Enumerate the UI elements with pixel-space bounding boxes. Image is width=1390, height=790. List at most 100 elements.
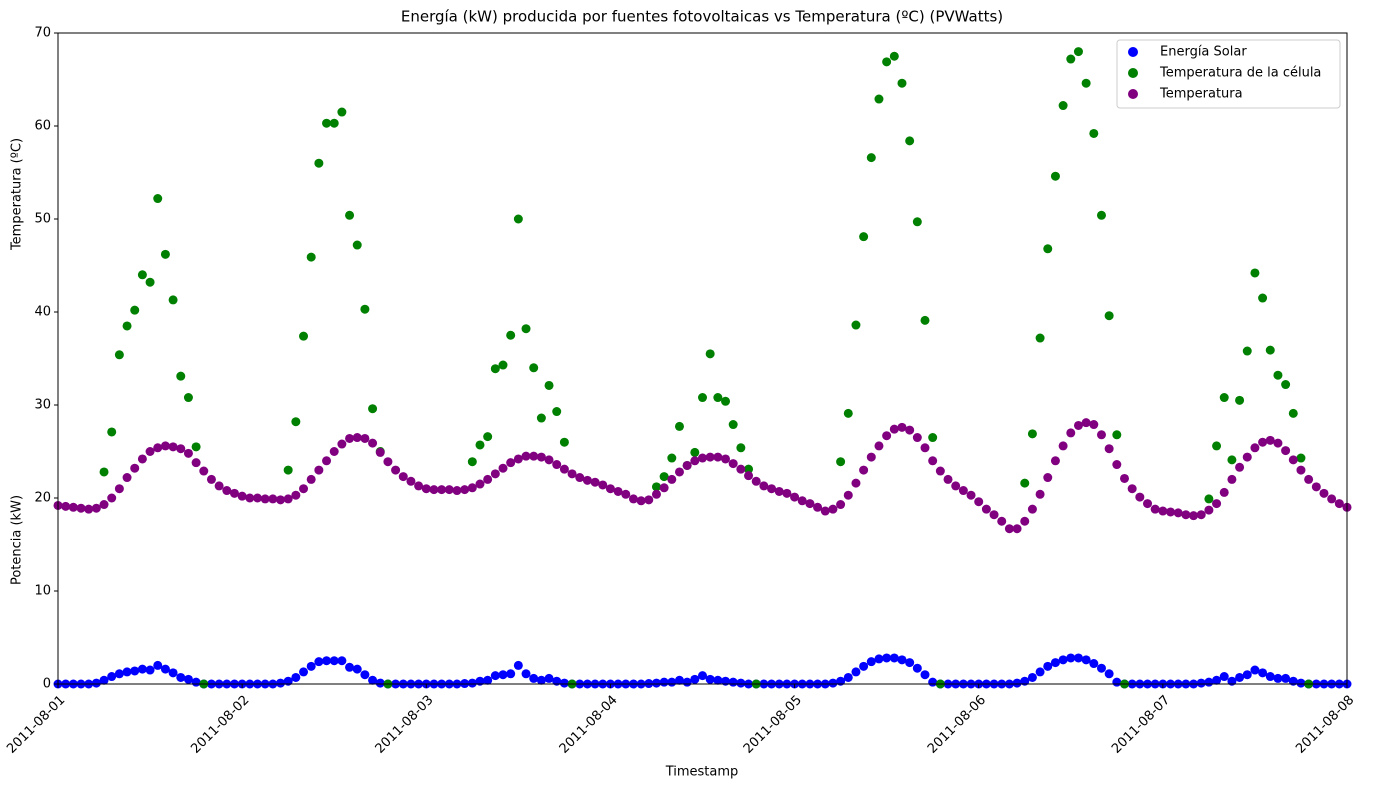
data-point <box>153 194 163 204</box>
data-point <box>130 666 140 676</box>
data-point <box>460 485 470 495</box>
data-point <box>91 678 101 688</box>
data-point <box>1235 672 1245 682</box>
data-point <box>744 464 754 474</box>
data-point <box>1104 444 1114 454</box>
data-point <box>306 474 316 484</box>
data-point <box>889 51 899 61</box>
data-point <box>145 447 155 456</box>
data-point <box>176 444 186 454</box>
data-point <box>659 472 669 482</box>
data-point <box>1296 453 1306 463</box>
data-point <box>352 240 362 250</box>
data-point <box>905 136 915 146</box>
data-point <box>651 482 661 492</box>
data-point <box>1089 659 1099 669</box>
data-point <box>1258 293 1268 303</box>
data-point <box>1250 443 1260 453</box>
data-point <box>299 667 309 677</box>
x-tick-label: 2011-08-06 <box>925 693 989 757</box>
data-point <box>559 437 569 447</box>
data-point <box>245 493 255 503</box>
data-point <box>291 490 301 500</box>
data-point <box>682 677 692 687</box>
data-point <box>337 656 347 666</box>
data-point <box>1235 462 1245 472</box>
data-point <box>107 427 117 437</box>
data-point <box>974 497 984 507</box>
data-point <box>751 476 761 486</box>
data-point <box>782 488 792 498</box>
data-point <box>728 459 738 469</box>
data-point <box>836 676 846 686</box>
data-point <box>337 439 347 449</box>
data-point <box>414 481 424 491</box>
data-point <box>283 676 293 686</box>
data-point <box>1004 524 1014 534</box>
data-point <box>1027 504 1037 514</box>
data-point <box>421 484 431 494</box>
data-point <box>490 469 500 479</box>
data-point <box>997 516 1007 526</box>
data-point <box>237 491 247 501</box>
data-point <box>874 94 884 104</box>
data-point <box>1073 653 1083 663</box>
data-point <box>928 677 938 687</box>
data-point <box>114 350 124 360</box>
data-point <box>736 678 746 688</box>
data-point <box>828 504 838 514</box>
data-point <box>183 448 193 458</box>
data-point <box>859 661 869 671</box>
data-point <box>1242 346 1252 356</box>
data-point <box>552 460 562 470</box>
data-point <box>605 484 615 494</box>
data-point <box>1227 676 1237 686</box>
data-point <box>529 673 539 683</box>
data-point <box>1081 655 1091 665</box>
data-point <box>828 678 838 688</box>
data-point <box>506 669 516 679</box>
data-point <box>851 478 861 488</box>
data-point <box>1250 665 1260 675</box>
data-point <box>1043 473 1053 483</box>
data-point <box>322 118 332 128</box>
legend-box <box>1116 39 1341 109</box>
data-point <box>1027 429 1037 439</box>
data-point <box>966 490 976 500</box>
data-point <box>1265 435 1275 445</box>
data-point <box>276 678 286 688</box>
data-point <box>1058 441 1068 451</box>
data-point <box>1135 492 1145 502</box>
data-point <box>920 443 930 453</box>
data-point <box>790 492 800 502</box>
data-point <box>1273 673 1283 683</box>
data-point <box>698 393 707 403</box>
data-point <box>636 496 646 506</box>
data-point <box>322 656 332 666</box>
data-point <box>905 658 915 668</box>
data-point <box>1043 244 1053 254</box>
data-point <box>728 677 738 687</box>
data-point <box>935 466 945 476</box>
data-point <box>682 460 692 470</box>
data-point <box>91 503 101 513</box>
data-point <box>214 481 224 491</box>
data-point <box>368 675 378 685</box>
data-point <box>536 413 546 423</box>
data-point <box>958 486 968 496</box>
data-point <box>1081 418 1091 428</box>
data-point <box>544 455 554 465</box>
x-axis-label: Timestamp <box>665 765 739 780</box>
data-point <box>651 489 661 499</box>
data-point <box>851 320 861 330</box>
data-point <box>721 396 731 406</box>
data-point <box>391 465 401 475</box>
data-point <box>506 458 516 468</box>
data-point <box>1112 430 1122 440</box>
data-point <box>299 331 309 341</box>
legend-label: Temperatura de la célula <box>1159 66 1321 81</box>
data-point <box>306 661 316 671</box>
data-point <box>1096 663 1106 673</box>
data-point <box>498 670 508 680</box>
data-point <box>314 657 324 667</box>
